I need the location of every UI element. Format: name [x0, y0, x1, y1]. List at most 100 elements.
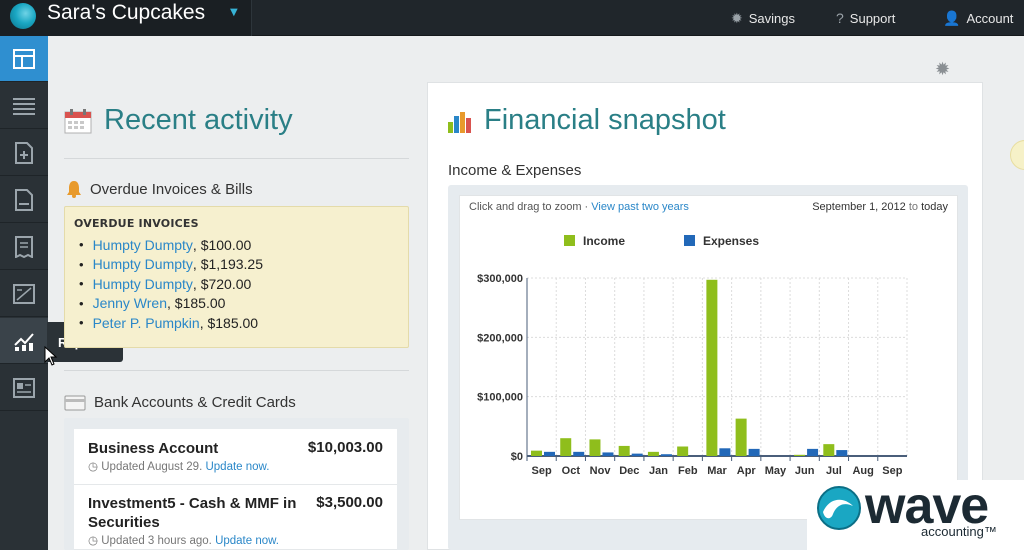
- clock-icon: ◷: [88, 535, 99, 547]
- business-switcher[interactable]: Sara's Cupcakes ▼: [0, 0, 252, 36]
- caret-down-icon[interactable]: ▼: [230, 7, 238, 18]
- x-tick-label: Jan: [649, 465, 668, 477]
- bar-expenses: [573, 451, 585, 456]
- list-item: Jenny Wren, $185.00: [79, 294, 263, 314]
- x-tick-label: Sep: [882, 465, 902, 477]
- update-now-link[interactable]: Update now.: [215, 535, 279, 547]
- invoice-amount: , $185.00: [167, 295, 226, 312]
- sidebar-item-contacts[interactable]: [0, 365, 48, 411]
- sidebar-item-new-invoice[interactable]: [0, 130, 48, 176]
- bar-expenses: [631, 453, 643, 456]
- wave-subtitle: accounting™: [921, 524, 997, 539]
- sidebar-item-accounting[interactable]: [0, 271, 48, 317]
- bar-income: [647, 451, 659, 456]
- receipt-icon: [15, 235, 33, 258]
- account-name: Investment5 - Cash & MMF in Securities: [88, 495, 297, 531]
- invoice-customer-link[interactable]: Jenny Wren: [92, 295, 168, 312]
- list-item: Humpty Dumpty, $100.00: [79, 235, 263, 255]
- overdue-invoices-panel: OVERDUE INVOICES Humpty Dumpty, $100.00 …: [64, 206, 409, 348]
- bar-income: [794, 454, 806, 456]
- list-item: Humpty Dumpty, $720.00: [79, 274, 263, 294]
- y-tick-label: $0: [511, 451, 523, 463]
- bar-income: [560, 438, 572, 456]
- support-link[interactable]: ? Support: [836, 0, 895, 36]
- bank-accounts-heading-label: Bank Accounts & Credit Cards: [94, 394, 296, 411]
- bar-expenses: [544, 451, 555, 456]
- x-tick-label: Mar: [707, 465, 727, 477]
- bar-expenses: [748, 448, 760, 456]
- x-tick-label: Jul: [826, 465, 842, 477]
- date-to: to: [905, 201, 922, 213]
- wave-logo-mark-icon: [817, 486, 861, 530]
- invoice-customer-link[interactable]: Humpty Dumpty: [92, 275, 193, 292]
- recent-activity-heading: Recent activity: [64, 104, 293, 137]
- list-item: Peter P. Pumpkin, $185.00: [79, 313, 263, 333]
- wave-wordmark: wave: [865, 477, 989, 535]
- invoice-customer-link[interactable]: Peter P. Pumpkin: [92, 314, 200, 331]
- bar-income: [618, 445, 630, 456]
- support-label: Support: [849, 10, 896, 26]
- view-past-two-years-link[interactable]: View past two years: [591, 201, 689, 213]
- sidebar-item-reports[interactable]: [0, 318, 48, 364]
- zoom-separator: ·: [581, 201, 592, 213]
- overdue-heading-label: Overdue Invoices & Bills: [90, 180, 253, 198]
- savings-gear-icon: ✹: [731, 9, 743, 26]
- y-tick-label: $100,000: [477, 392, 523, 404]
- user-icon: 👤: [943, 9, 961, 26]
- sidebar: [0, 36, 48, 550]
- account-link[interactable]: 👤 Account: [943, 0, 1013, 36]
- list-icon: [13, 97, 35, 115]
- date-start: September 1, 2012: [812, 201, 906, 213]
- y-tick-label: $200,000: [477, 332, 523, 344]
- savings-link[interactable]: ✹ Savings: [731, 0, 795, 36]
- clock-icon: ◷: [88, 461, 99, 473]
- overdue-invoices-title: OVERDUE INVOICES: [74, 217, 199, 230]
- contacts-card-icon: [13, 377, 35, 398]
- account-row[interactable]: Investment5 - Cash & MMF in Securities $…: [74, 485, 397, 550]
- accounting-icon: [13, 283, 35, 304]
- account-update-status: ◷ Updated 3 hours ago. Update now.: [88, 533, 279, 547]
- mouse-cursor-icon: [44, 346, 58, 366]
- sidebar-item-dashboard[interactable]: [0, 36, 48, 82]
- bar-income: [706, 279, 718, 456]
- bar-expenses: [660, 454, 672, 456]
- bank-accounts-panel: Business Account $10,003.00 ◷ Updated Au…: [64, 418, 409, 550]
- top-bar: Sara's Cupcakes ▼ ✹ Savings ? Support 👤 …: [0, 0, 1024, 36]
- x-tick-label: May: [765, 465, 787, 477]
- legend-label-income: Income: [583, 234, 625, 248]
- credit-card-icon: [64, 395, 86, 410]
- sidebar-item-invoices[interactable]: [0, 177, 48, 223]
- invoice-customer-link[interactable]: Humpty Dumpty: [92, 236, 193, 253]
- invoice-amount: , $100.00: [192, 236, 252, 253]
- divider: [64, 158, 409, 159]
- update-now-link[interactable]: Update now.: [205, 461, 270, 473]
- calendar-icon: [64, 108, 92, 133]
- account-balance: $3,500.00: [316, 494, 383, 511]
- income-expenses-chart[interactable]: $300,000 $200,000 $100,000 $0 Sep Oct Nov Dec Ja…: [459, 226, 958, 486]
- bar-income: [735, 418, 747, 456]
- reports-chart-icon: [14, 332, 34, 351]
- bar-chart-icon: [448, 111, 471, 133]
- account-label: Account: [966, 10, 1014, 26]
- account-update-status: ◷ Updated August 29. Update now.: [88, 459, 269, 473]
- zoom-hint: Click and drag to zoom · View past two y…: [469, 201, 689, 213]
- x-tick-label: Aug: [852, 465, 873, 477]
- y-tick-label: $300,000: [477, 273, 523, 285]
- updated-text: Updated August 29.: [101, 461, 203, 473]
- invoice-customer-link[interactable]: Humpty Dumpty: [92, 256, 193, 273]
- x-tick-label: Dec: [619, 465, 639, 477]
- x-tick-label: Feb: [678, 465, 698, 477]
- settings-gear-icon[interactable]: ✹: [935, 59, 951, 80]
- trademark: ™: [983, 524, 997, 539]
- legend-swatch-income: [564, 235, 575, 246]
- bar-income: [531, 450, 542, 456]
- bar-expenses: [602, 452, 614, 456]
- date-end: today: [921, 201, 948, 213]
- bar-expenses: [836, 450, 848, 456]
- financial-snapshot-title: Financial snapshot: [484, 104, 726, 136]
- account-row[interactable]: Business Account $10,003.00 ◷ Updated Au…: [74, 429, 397, 485]
- business-name[interactable]: Sara's Cupcakes: [47, 1, 206, 24]
- updated-text: Updated 3 hours ago.: [101, 535, 212, 547]
- sidebar-item-transactions[interactable]: [0, 83, 48, 129]
- sidebar-item-bills[interactable]: [0, 224, 48, 270]
